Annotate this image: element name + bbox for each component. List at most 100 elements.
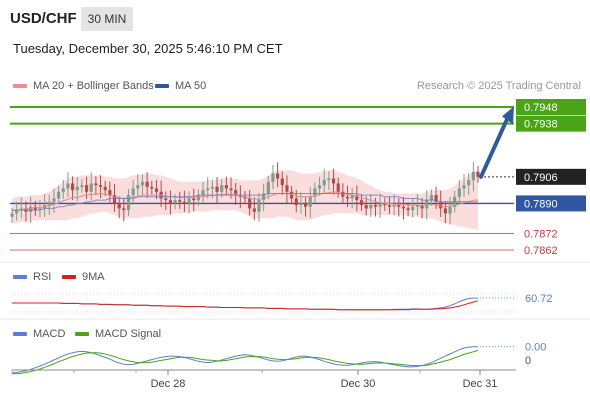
candle-body	[10, 213, 14, 217]
candle	[411, 198, 415, 218]
candle-body	[196, 195, 200, 201]
candle-body	[47, 201, 51, 206]
candle	[299, 192, 303, 214]
candle	[201, 181, 205, 203]
candle-body	[257, 200, 261, 212]
price-label-box-0	[516, 99, 586, 115]
candle-body	[392, 205, 396, 207]
candle	[57, 185, 61, 205]
candle	[66, 172, 70, 197]
price-label-1: 0.7938	[524, 119, 558, 131]
candle-body	[248, 198, 252, 209]
candle-body	[126, 195, 131, 211]
projection-arrow-head	[502, 106, 514, 125]
candle	[336, 177, 340, 198]
candle	[462, 174, 466, 197]
candle-body	[252, 208, 256, 212]
candle	[243, 190, 247, 205]
candle	[61, 179, 65, 199]
candle-body	[341, 191, 345, 197]
candle-body	[75, 186, 79, 191]
candle-body	[434, 195, 438, 202]
candle-body	[285, 185, 289, 192]
candle	[471, 162, 475, 192]
candle	[285, 175, 289, 203]
candle	[122, 198, 126, 222]
candle-body	[262, 193, 266, 201]
candle-body	[387, 205, 392, 207]
legend-label-rsi: RSI	[33, 271, 52, 283]
candle-body	[280, 178, 284, 186]
candle	[262, 183, 266, 212]
legend-swatch-macd	[13, 332, 27, 336]
candle	[317, 176, 322, 196]
candle-body	[331, 178, 336, 184]
candle-body	[38, 208, 42, 211]
candle-body	[187, 198, 191, 204]
moving-averages	[11, 191, 478, 212]
candle-body	[80, 185, 84, 187]
macd-line	[11, 346, 478, 374]
chart-datetime: Tuesday, December 30, 2025 5:46:10 PM CE…	[13, 41, 283, 56]
candle	[154, 179, 159, 199]
candle	[145, 172, 149, 198]
candle-body	[112, 195, 117, 204]
candle-body	[108, 190, 112, 196]
candle-body	[94, 183, 98, 186]
candle	[276, 162, 280, 187]
time-axis-label: Dec 31	[463, 378, 498, 390]
legend-label-rsi-ma: 9MA	[82, 271, 105, 283]
timeframe-badge[interactable]: 30 MIN	[81, 7, 133, 31]
legend-swatch-rsi	[13, 275, 27, 279]
candle-body	[266, 181, 270, 194]
candle	[33, 200, 37, 216]
candle-body	[457, 188, 461, 197]
candle-body	[173, 200, 177, 204]
candle-body	[313, 188, 317, 197]
candle-body	[406, 208, 410, 211]
candle	[150, 180, 154, 195]
candle-body	[164, 198, 168, 201]
candle-body	[276, 173, 280, 179]
candle-body	[317, 185, 322, 189]
candle	[257, 192, 261, 222]
rsi-last-label: 60.72	[525, 293, 553, 305]
candle-body	[411, 206, 415, 211]
price-label-box-3	[516, 195, 586, 212]
candle	[192, 188, 196, 212]
candle	[136, 174, 140, 197]
candle	[182, 190, 187, 212]
candle	[401, 196, 406, 220]
candle	[313, 182, 317, 203]
legend-label-macd: MACD	[33, 328, 66, 340]
price-label-box-2	[516, 168, 586, 185]
candle	[89, 172, 93, 201]
legend-macd-signal: MACD Signal	[75, 328, 161, 340]
candle-body	[98, 185, 103, 187]
candle	[168, 190, 173, 215]
price-level-labels: 0.7948 0.7938 0.7906 0.7890 0.7872 0.7862	[516, 99, 586, 257]
candle-body	[117, 203, 121, 209]
candle-body	[336, 183, 340, 192]
candle	[397, 197, 401, 217]
candle	[187, 191, 191, 214]
candle-body	[66, 183, 70, 189]
candle-body	[201, 190, 205, 196]
candle-body	[294, 198, 298, 206]
candle	[383, 197, 387, 211]
price-label-5: 0.7862	[524, 245, 558, 257]
candle	[369, 193, 373, 217]
price-label-2: 0.7906	[524, 172, 558, 184]
candle-body	[136, 185, 140, 189]
legend-swatch-bb	[13, 84, 27, 88]
candle	[457, 179, 461, 204]
legend-label-ma50: MA 50	[175, 80, 207, 92]
legend-macd: MACD	[13, 328, 65, 340]
candle-body	[220, 185, 224, 192]
candle	[70, 176, 75, 200]
candle-body	[448, 206, 452, 214]
instrument-title: USD/CHF	[10, 10, 77, 27]
legend-rsi: RSI	[13, 271, 51, 283]
legend-label-macd-signal: MACD Signal	[95, 328, 162, 340]
